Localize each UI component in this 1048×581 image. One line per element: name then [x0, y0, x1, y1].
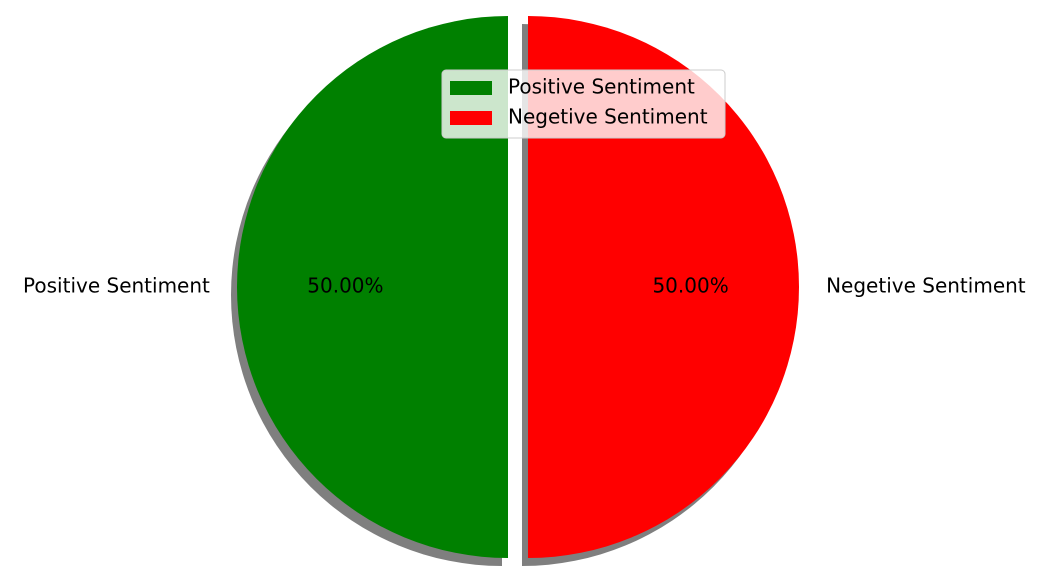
slice-positive-sentiment — [237, 16, 508, 558]
legend-label-positive-sentiment: Positive Sentiment — [508, 75, 695, 99]
legend-box — [441, 69, 726, 139]
slice-label-positive-sentiment: Positive Sentiment — [23, 274, 210, 298]
pie-slices — [237, 16, 799, 558]
legend-swatch-negetive-sentiment — [450, 111, 492, 125]
slice-labels: Positive Sentiment 50.00% Negetive Sentime… — [23, 274, 1026, 298]
legend-swatch-positive-sentiment — [450, 81, 492, 95]
legend-label-negetive-sentiment: Negetive Sentiment — [508, 105, 708, 129]
chart-legend: Positive Sentiment Negetive Sentiment — [441, 69, 726, 139]
slice-percent-positive-sentiment: 50.00% — [307, 274, 383, 298]
slice-percent-negetive-sentiment: 50.00% — [652, 274, 728, 298]
slice-label-negetive-sentiment: Negetive Sentiment — [826, 274, 1026, 298]
slice-negetive-sentiment — [528, 16, 799, 558]
